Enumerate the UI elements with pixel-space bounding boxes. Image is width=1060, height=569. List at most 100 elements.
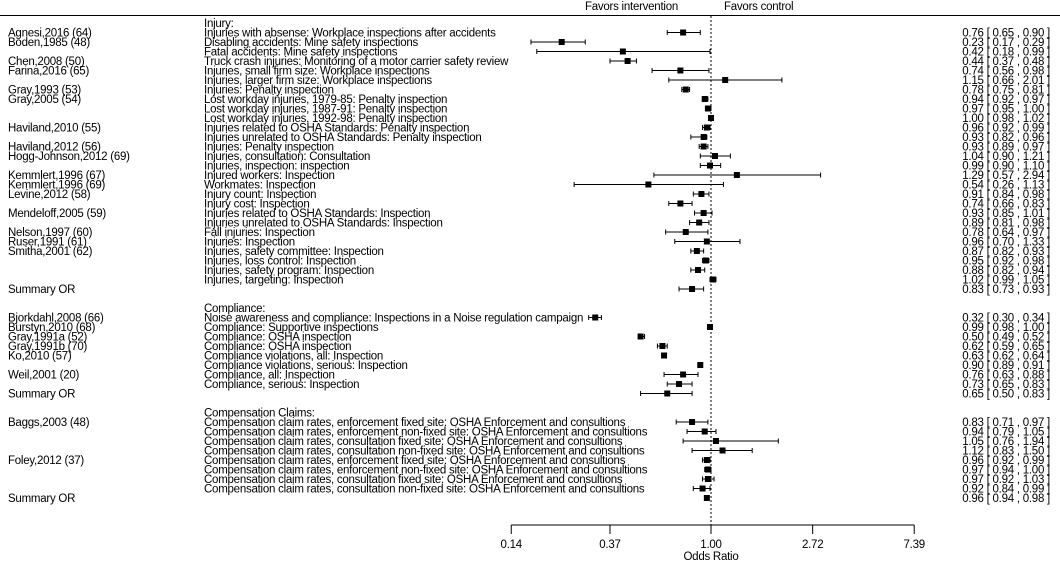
- row-or-ci-text: 1.12 [ 0.83 , 1.50 ]: [962, 446, 1050, 458]
- study-label: Hogg-Johnson,2012 (69): [8, 151, 130, 163]
- outcome-label: Compliance violations, serious: Inspecti…: [204, 360, 408, 372]
- row-or-ci-text: 0.99 [ 0.98 , 1.00 ]: [962, 322, 1050, 334]
- row-or-ci-text: 0.90 [ 0.89 , 0.91 ]: [962, 360, 1050, 372]
- row-point-estimate: [722, 77, 729, 83]
- outcome-label: Injuries, consultation: Consultation: [204, 151, 370, 163]
- row-point-estimate: [706, 324, 713, 330]
- row-or-ci-text: 0.93 [ 0.82 , 0.96 ]: [962, 132, 1050, 144]
- outcome-label: Injuries with absense: Workplace inspect…: [204, 28, 496, 40]
- row-point-estimate: [700, 143, 707, 150]
- row-point-estimate: [677, 200, 684, 207]
- x-tick-label: 2.72: [802, 539, 823, 551]
- row-or-ci-text: 0.76 [ 0.65 , 0.90 ]: [962, 28, 1050, 40]
- row-or-ci-text: 0.42 [ 0.18 , 0.99 ]: [962, 47, 1050, 59]
- row-or-ci-text: 0.93 [ 0.89 , 0.97 ]: [962, 142, 1050, 154]
- outcome-label: Workmates: Inspection: [204, 180, 316, 192]
- study-label: Nelson,1997 (60): [8, 227, 93, 239]
- outcome-label: Injuries: Penalty inspection: [204, 85, 334, 97]
- study-label: Kemmlert,1996 (67): [8, 170, 106, 182]
- row-point-estimate: [682, 86, 689, 93]
- row-point-estimate: [696, 219, 703, 226]
- outcome-label: Compensation claim rates, consultation f…: [204, 474, 623, 486]
- row-point-estimate: [624, 58, 631, 64]
- summary-label: Summary OR: [8, 284, 75, 296]
- header-favors-intervention: Favors intervention: [585, 1, 678, 13]
- outcome-label: Compensation claim rates, enforcement fi…: [204, 455, 626, 467]
- row-or-ci-text: 1.29 [ 0.57 , 2.94 ]: [962, 170, 1050, 182]
- study-label: Haviland,2010 (55): [8, 123, 101, 135]
- row-point-estimate: [698, 191, 705, 197]
- outcome-label: Lost workday injuries, 1979-85: Penalty …: [204, 94, 447, 106]
- outcome-label: Injuries, larger firm size: Workplace in…: [204, 75, 432, 87]
- outcome-label: Injuries, loss control: Inspection: [204, 256, 356, 268]
- x-tick-label: 0.37: [599, 539, 620, 551]
- outcome-label: Injuries unrelated to OSHA Standards: Pe…: [204, 132, 482, 144]
- group-title: Compensation Claims:: [204, 408, 315, 420]
- study-label: Bjorkdahl,2008 (66): [8, 313, 104, 325]
- outcome-label: Injuries, small firm size: Workplace ins…: [204, 66, 430, 78]
- outcome-label: Compensation claim rates, enforcement no…: [204, 427, 648, 439]
- row-point-estimate: [677, 67, 684, 74]
- row-or-ci-text: 1.04 [ 0.90 , 1.21 ]: [962, 151, 1050, 163]
- row-or-ci-text: 1.02 [ 0.99 , 1.05 ]: [962, 275, 1050, 287]
- outcome-label: Injured workers: Inspection: [204, 170, 335, 182]
- row-point-estimate: [704, 476, 711, 482]
- row-or-ci-text: 0.54 [ 0.26 , 1.13 ]: [962, 180, 1050, 192]
- outcome-label: Compensation claim rates, enforcement fi…: [204, 417, 626, 429]
- outcome-label: Injury cost: Inspection: [204, 199, 309, 211]
- row-point-estimate: [695, 267, 702, 273]
- row-point-estimate: [689, 419, 696, 425]
- study-label: Ruser,1991 (61): [8, 237, 87, 249]
- row-or-ci-text: 0.94 [ 0.79 , 1.05 ]: [962, 427, 1050, 439]
- row-point-estimate: [699, 485, 706, 492]
- outcome-label: Compensation claim rates, consultation n…: [204, 446, 645, 458]
- row-point-estimate: [619, 48, 626, 55]
- row-or-ci-text: 0.96 [ 0.70 , 1.33 ]: [962, 237, 1050, 249]
- row-or-ci-text: 0.87 [ 0.82 , 0.93 ]: [962, 246, 1050, 258]
- row-or-ci-text: 0.96 [ 0.92 , 0.99 ]: [962, 123, 1050, 135]
- study-label: Haviland,2012 (56): [8, 142, 101, 154]
- study-label: Foley,2012 (37): [8, 455, 84, 467]
- x-tick-label: 0.14: [501, 539, 523, 551]
- x-tick-label: 1.00: [700, 539, 721, 551]
- row-point-estimate: [703, 238, 710, 245]
- outcome-label: Disabling accidents: Mine safety inspect…: [204, 37, 419, 49]
- row-point-estimate: [711, 153, 718, 159]
- study-label: Gray,1991a (52): [8, 332, 88, 344]
- outcome-label: Compliance: OSHA inspection: [204, 341, 351, 353]
- study-label: Smitha,2001 (62): [8, 246, 93, 258]
- outcome-label: Compliance violations, all: Inspection: [204, 351, 383, 363]
- row-or-ci-text: 0.93 [ 0.85 , 1.01 ]: [962, 208, 1050, 220]
- row-point-estimate: [733, 172, 740, 178]
- row-point-estimate: [661, 352, 668, 359]
- outcome-label: Injuries related to OSHA Standards: Pena…: [204, 123, 469, 135]
- row-or-ci-text: 0.76 [ 0.63 , 0.88 ]: [962, 370, 1050, 382]
- row-or-ci-text: 0.88 [ 0.82 , 0.94 ]: [962, 265, 1050, 277]
- study-label: Agnesi,2016 (64): [8, 28, 92, 40]
- study-label: Boden,1985 (48): [8, 37, 90, 49]
- outcome-label: Compliance: Supportive inspections: [204, 322, 379, 334]
- outcome-label: Compensation claim rates, consultation n…: [204, 484, 645, 496]
- row-or-ci-text: 0.91 [ 0.84 , 0.98 ]: [962, 189, 1050, 201]
- study-label: Farina,2016 (65): [8, 66, 89, 78]
- row-point-estimate: [701, 96, 708, 102]
- summary-or-ci-text: 0.65 [ 0.50 , 0.83 ]: [962, 389, 1050, 401]
- row-point-estimate: [703, 124, 710, 131]
- row-or-ci-text: 0.44 [ 0.37 , 0.48 ]: [962, 56, 1050, 68]
- outcome-label: Compliance, all: Inspection: [204, 370, 335, 382]
- row-point-estimate: [700, 210, 707, 216]
- x-axis-label: Odds Ratio: [683, 551, 738, 563]
- outcome-label: Compensation claim rates, consultation f…: [204, 436, 623, 448]
- row-point-estimate: [676, 381, 683, 387]
- row-point-estimate: [710, 276, 717, 283]
- summary-point-estimate: [664, 390, 671, 397]
- outcome-label: Injuries, safety program: Inspection: [204, 265, 374, 277]
- row-or-ci-text: 0.63 [ 0.62 , 0.64 ]: [962, 351, 1050, 363]
- outcome-label: Fall injuries: Inspection: [204, 227, 315, 239]
- row-or-ci-text: 0.62 [ 0.59 , 0.65 ]: [962, 341, 1050, 353]
- row-or-ci-text: 0.96 [ 0.92 , 0.99 ]: [962, 455, 1050, 467]
- outcome-label: Injuries: Penalty inspection: [204, 142, 334, 154]
- row-point-estimate: [700, 134, 707, 140]
- row-point-estimate: [645, 181, 652, 188]
- summary-or-ci-text: 0.96 [ 0.94 , 0.98 ]: [962, 493, 1050, 505]
